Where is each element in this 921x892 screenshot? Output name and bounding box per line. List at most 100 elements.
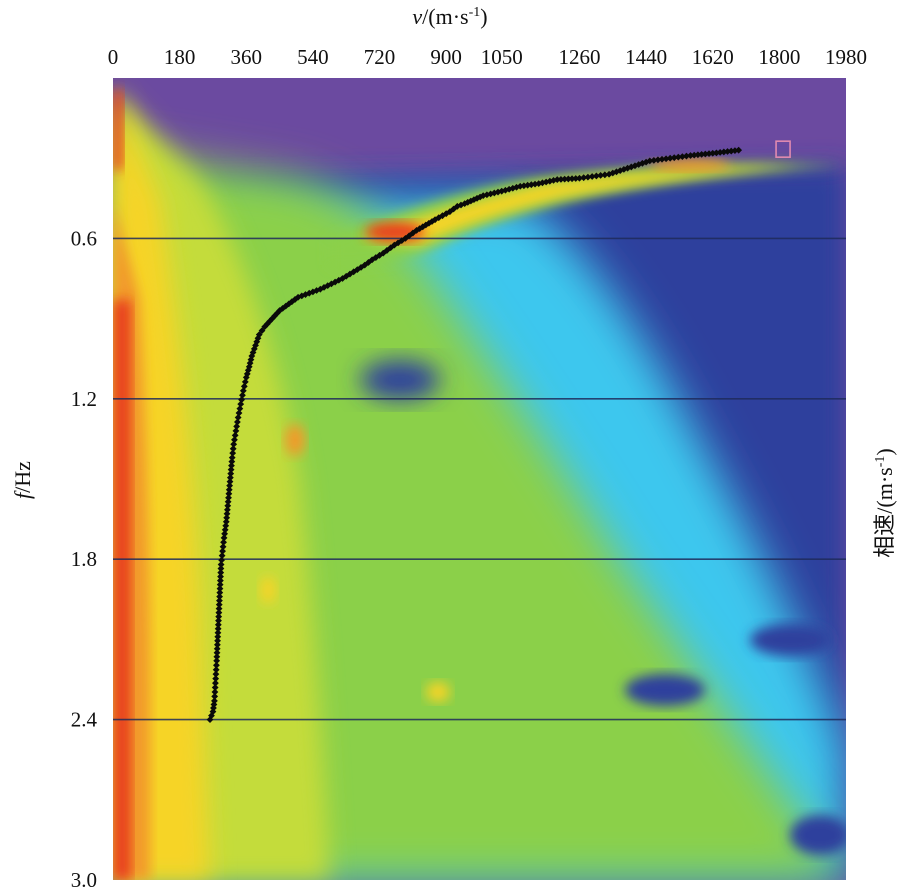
x-tick-label: 1980 (825, 45, 867, 69)
curve-point (215, 601, 223, 609)
curve-point (224, 502, 232, 510)
curve-point (215, 617, 222, 625)
curve-point (282, 302, 290, 310)
curve-point (225, 494, 232, 502)
curve-point (631, 162, 639, 170)
curve-point (654, 156, 662, 164)
curve-point (650, 156, 658, 164)
end-marker (775, 140, 791, 158)
curve-point (213, 641, 221, 649)
curve-point (601, 171, 609, 179)
x-tick-label: 1050 (481, 45, 523, 69)
curve-point (216, 581, 224, 588)
grid-lines (113, 237, 846, 721)
curve-point (216, 589, 224, 597)
curve-point (214, 637, 221, 645)
curve-point (580, 174, 588, 182)
curve-point (238, 396, 245, 404)
x-tick-label: 1800 (758, 45, 800, 69)
curve-point (219, 547, 226, 555)
curve-point (219, 543, 227, 551)
dispersion-curve (206, 140, 791, 723)
curve-point (261, 323, 269, 331)
curve-point (635, 161, 643, 168)
curve-point (235, 409, 243, 417)
curve-point (218, 556, 225, 564)
curve-point (678, 153, 686, 160)
curve-point (210, 701, 218, 708)
curve-point (231, 431, 239, 439)
curve-point (221, 526, 229, 534)
curve-point (216, 593, 224, 601)
curve-point (222, 522, 230, 530)
curve-point (215, 605, 223, 613)
curve-point (214, 621, 222, 629)
curve-point (483, 191, 491, 199)
curve-point (229, 449, 237, 457)
curve-point (249, 349, 257, 356)
curve-point (409, 229, 417, 237)
curve-point (227, 466, 235, 474)
curve-point (222, 518, 230, 526)
curve-point (662, 155, 670, 163)
curve-point (237, 400, 245, 408)
curve-point (428, 218, 436, 225)
curve-point (576, 174, 583, 182)
curve-point (324, 282, 332, 290)
x-tick-label: 900 (430, 45, 462, 69)
curve-point (223, 510, 231, 518)
curve-point (226, 474, 234, 482)
curve-point (231, 436, 238, 444)
curve-point (666, 154, 674, 162)
curve-point (241, 378, 249, 386)
curve-point (638, 159, 646, 167)
curve-point (592, 172, 600, 180)
curve-point (572, 175, 580, 182)
curve-point (213, 645, 221, 653)
curve-point (223, 514, 231, 522)
curve-point (473, 194, 481, 202)
curve-point (605, 170, 613, 178)
curve-point (670, 154, 678, 162)
curve-point (239, 387, 247, 395)
curve-point (206, 716, 214, 723)
x-tick-label: 1440 (625, 45, 667, 69)
colorbar-label: 相速/(m·s-1) (872, 448, 897, 557)
curve-point (735, 146, 743, 154)
curve-point (242, 374, 250, 381)
curve-point (217, 565, 225, 572)
curve-point (683, 152, 690, 160)
curve-point (230, 440, 238, 448)
curve-point (240, 382, 248, 390)
curve-point (216, 585, 224, 593)
curve-point (218, 552, 226, 560)
curve-point (225, 490, 233, 498)
curve-point (335, 276, 343, 284)
curve-point (223, 506, 231, 514)
curve-point (658, 155, 666, 163)
curve-point (220, 534, 228, 542)
curve-point (584, 173, 592, 181)
curve-point (212, 666, 220, 674)
y-axis-title: f/Hz (10, 461, 35, 499)
curve-point (239, 391, 246, 399)
curve-point (226, 482, 234, 490)
curve-point (291, 296, 299, 303)
curve-point (211, 693, 219, 700)
curve-point (211, 688, 219, 696)
curve-point (479, 192, 487, 200)
y-tick-label: 1.8 (71, 547, 97, 571)
curve-point (588, 173, 596, 180)
curve-point (439, 212, 446, 220)
curve-point (233, 418, 241, 426)
x-tick-label: 180 (164, 45, 196, 69)
curve-point (225, 486, 233, 494)
curve-point (234, 414, 242, 421)
y-tick-label: 3.0 (71, 868, 97, 892)
curve-point (216, 597, 223, 605)
curve-point (228, 462, 235, 470)
curve-point (464, 198, 472, 206)
y-tick-label: 1.2 (71, 387, 97, 411)
curve-point (557, 175, 565, 183)
